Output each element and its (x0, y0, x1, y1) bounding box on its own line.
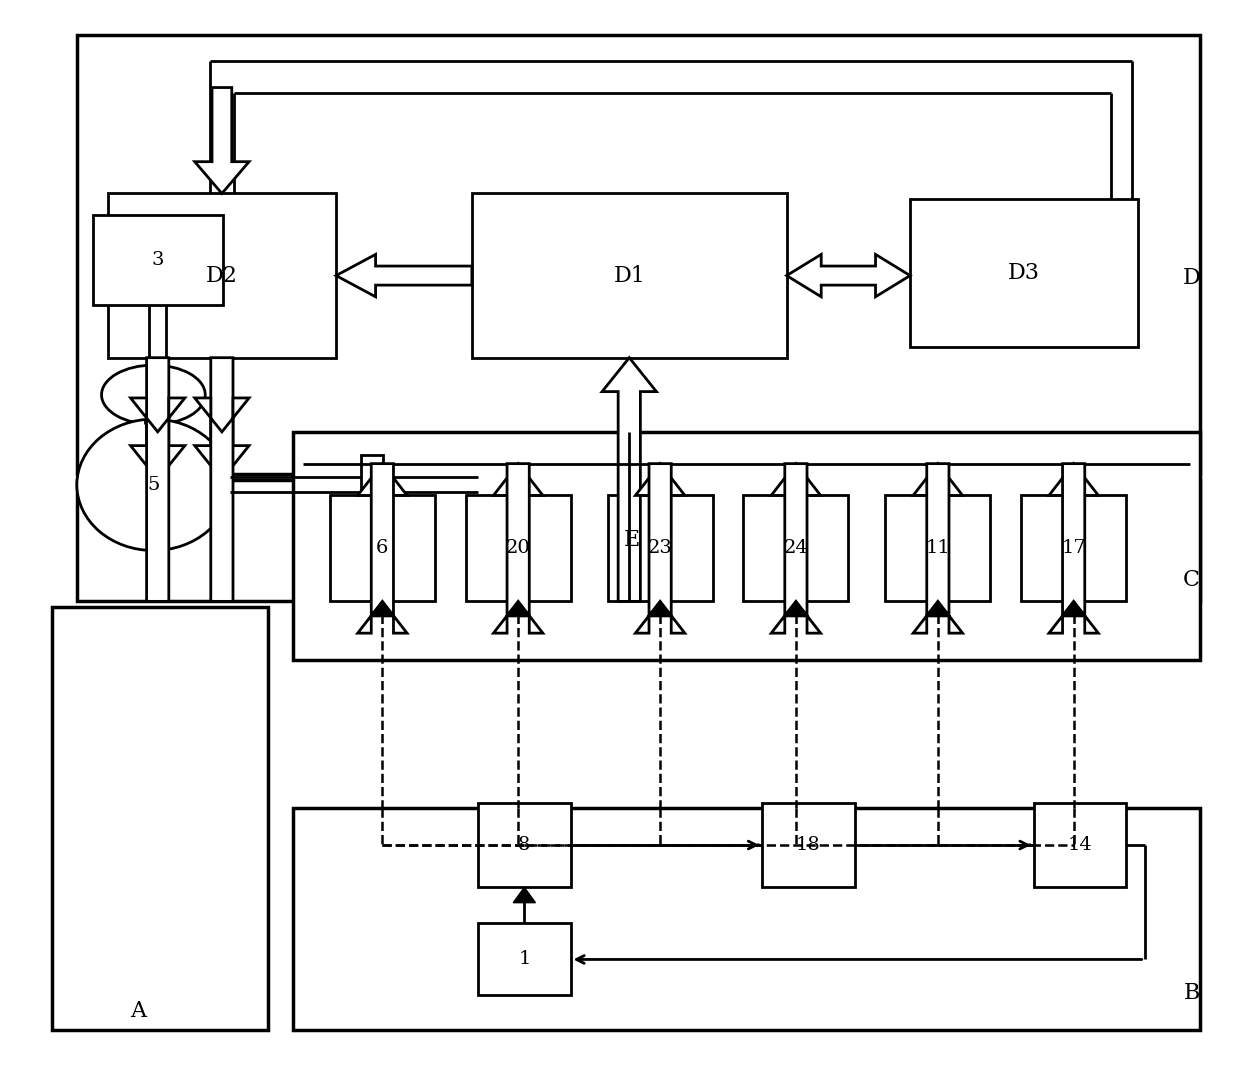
Polygon shape (649, 602, 671, 617)
Polygon shape (635, 463, 684, 495)
Text: 6: 6 (376, 539, 388, 557)
Text: C: C (1183, 569, 1200, 591)
Polygon shape (771, 463, 821, 495)
Bar (479, 803, 570, 887)
Text: 17: 17 (1061, 539, 1086, 557)
Polygon shape (513, 887, 536, 903)
Bar (744, 495, 848, 602)
Text: 3: 3 (151, 250, 164, 268)
Text: A: A (130, 1000, 146, 1022)
Bar (77, 479, 1200, 602)
Polygon shape (195, 358, 249, 479)
Text: 5: 5 (148, 476, 160, 494)
Bar (608, 495, 713, 602)
Bar (466, 495, 570, 602)
Polygon shape (357, 463, 407, 495)
Polygon shape (494, 463, 543, 634)
Polygon shape (926, 602, 949, 617)
Polygon shape (786, 255, 910, 297)
Polygon shape (603, 358, 656, 602)
Text: 24: 24 (784, 539, 808, 557)
Polygon shape (507, 602, 529, 617)
Polygon shape (336, 255, 472, 297)
Polygon shape (785, 602, 807, 617)
Bar (293, 431, 1200, 659)
Bar (108, 194, 336, 358)
Polygon shape (494, 463, 543, 495)
Text: 8: 8 (518, 836, 531, 854)
Polygon shape (1049, 463, 1099, 634)
Polygon shape (195, 398, 249, 602)
Bar (293, 808, 1200, 1031)
Bar (361, 455, 383, 513)
Text: B: B (1183, 982, 1200, 1004)
Text: 1: 1 (518, 950, 531, 968)
Bar (910, 199, 1138, 347)
Polygon shape (357, 463, 407, 634)
Circle shape (77, 420, 229, 551)
Polygon shape (195, 87, 249, 194)
Polygon shape (130, 398, 185, 602)
Bar (93, 215, 222, 305)
Text: 20: 20 (506, 539, 531, 557)
Text: 23: 23 (647, 539, 672, 557)
Text: 11: 11 (925, 539, 950, 557)
Bar (330, 495, 435, 602)
Bar (1022, 495, 1126, 602)
Ellipse shape (102, 365, 206, 425)
Polygon shape (771, 463, 821, 634)
Polygon shape (635, 463, 684, 634)
Polygon shape (1049, 463, 1099, 495)
Polygon shape (913, 463, 962, 634)
Text: D1: D1 (614, 264, 645, 286)
Polygon shape (130, 358, 185, 479)
Bar (52, 607, 268, 1031)
Bar (885, 495, 991, 602)
Text: D2: D2 (206, 264, 238, 286)
Bar (77, 34, 1200, 474)
Bar (479, 923, 570, 996)
Text: 18: 18 (796, 836, 821, 854)
Bar (761, 803, 854, 887)
Text: E: E (624, 529, 641, 551)
Polygon shape (913, 463, 962, 495)
Text: D3: D3 (1008, 262, 1040, 284)
Text: 14: 14 (1068, 836, 1092, 854)
Text: D: D (1183, 267, 1200, 290)
Bar (1033, 803, 1126, 887)
Polygon shape (371, 602, 393, 617)
Bar (472, 194, 786, 358)
Polygon shape (1063, 602, 1085, 617)
